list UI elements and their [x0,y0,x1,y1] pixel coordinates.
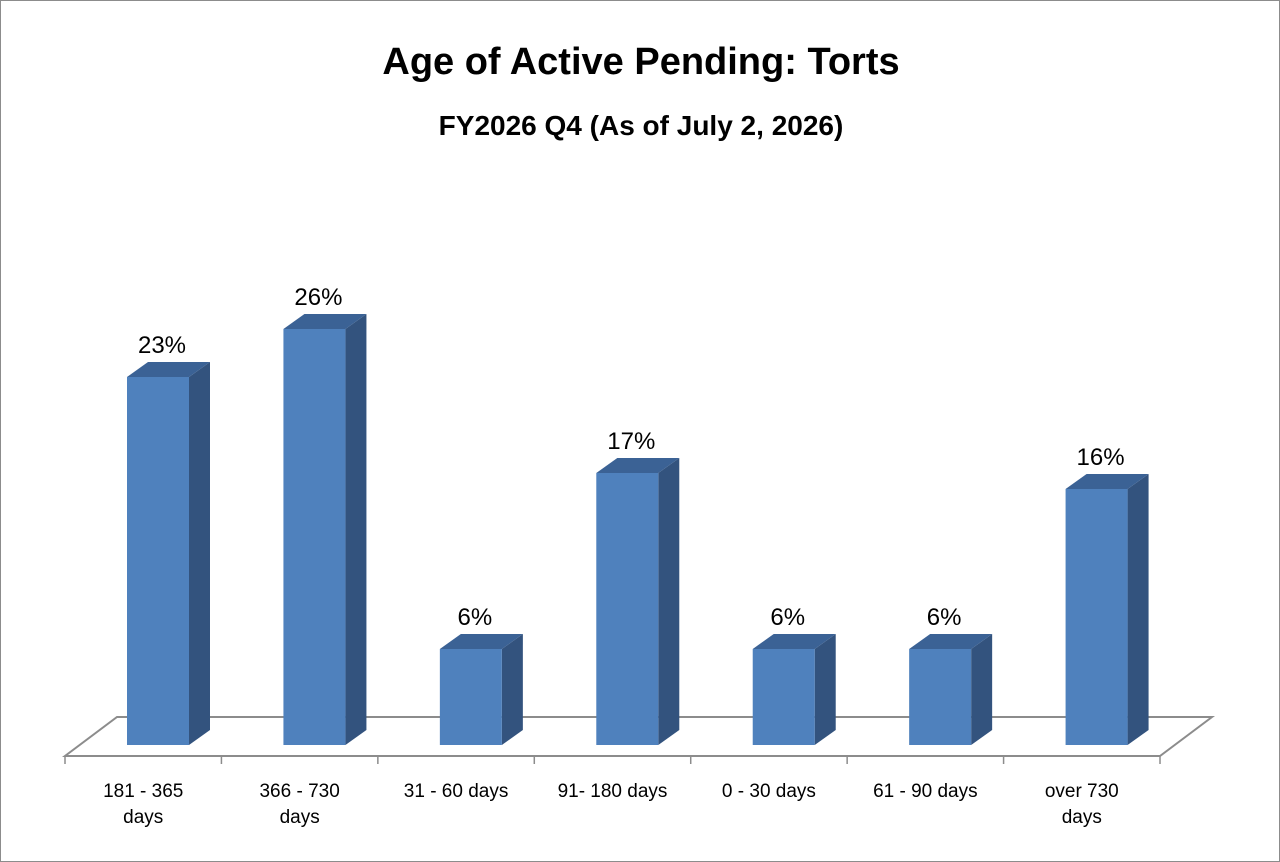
x-tick-label-line: over 730 [1045,781,1119,802]
x-tick-label-line: days [123,807,163,828]
x-tick-label: over 730 days [1045,781,1119,828]
bar-top [283,314,367,329]
x-tick-label-line: days [280,807,320,828]
x-tick-label: 0 - 30 days [722,781,816,802]
bar-top [439,634,523,649]
x-tick-label-line: 91- 180 days [558,781,668,802]
x-tick-label-line: 0 - 30 days [722,781,816,802]
data-label: 17% [607,428,655,455]
bar-top [596,458,680,473]
data-label: 26% [294,284,342,311]
chart-floor [62,716,1215,757]
data-labels: 23% 26% 6% 17% 6% 6% 16% [138,284,1125,631]
category-labels: 181 - 365 days 366 - 730 days 31 - 60 days 91… [103,781,1119,828]
bar-side [345,314,367,745]
bar-top [1065,474,1149,489]
data-label: 6% [927,604,962,631]
x-tick-label-line: days [1062,807,1102,828]
bar [752,649,815,745]
data-label: 23% [138,332,186,359]
chart-subtitle: FY2026 Q4 (As of July 2, 2026) [439,110,844,141]
data-label: 6% [770,604,805,631]
bar-side [971,634,993,745]
x-tick-label-line: 31 - 60 days [404,781,509,802]
bar-side [814,634,836,745]
bar-top [127,362,210,377]
x-tick-label-line: 61 - 90 days [873,781,978,802]
data-label: 16% [1077,444,1125,471]
bar-side [501,634,523,745]
x-tick-label-line: 181 - 365 [103,781,183,802]
x-tick-label: 366 - 730 days [259,781,339,828]
bar [909,649,972,745]
bar-top [752,634,836,649]
x-tick-label-line: 366 - 730 [259,781,339,802]
bar-side [1127,474,1149,745]
bar-side [189,362,210,745]
x-tick-label: 31 - 60 days [404,781,509,802]
x-tick-label: 61 - 90 days [873,781,978,802]
data-label: 6% [458,604,493,631]
bar [1065,489,1128,745]
x-tick-label: 181 - 365 days [103,781,183,828]
axis-ticks [64,756,1161,764]
bar [127,377,189,745]
bar-side [658,458,680,745]
bar [596,473,659,745]
bar [283,329,346,745]
bar [439,649,502,745]
bar-top [909,634,993,649]
bars [127,314,1149,745]
x-tick-label: 91- 180 days [558,781,668,802]
chart-title: Age of Active Pending: Torts [382,41,899,83]
